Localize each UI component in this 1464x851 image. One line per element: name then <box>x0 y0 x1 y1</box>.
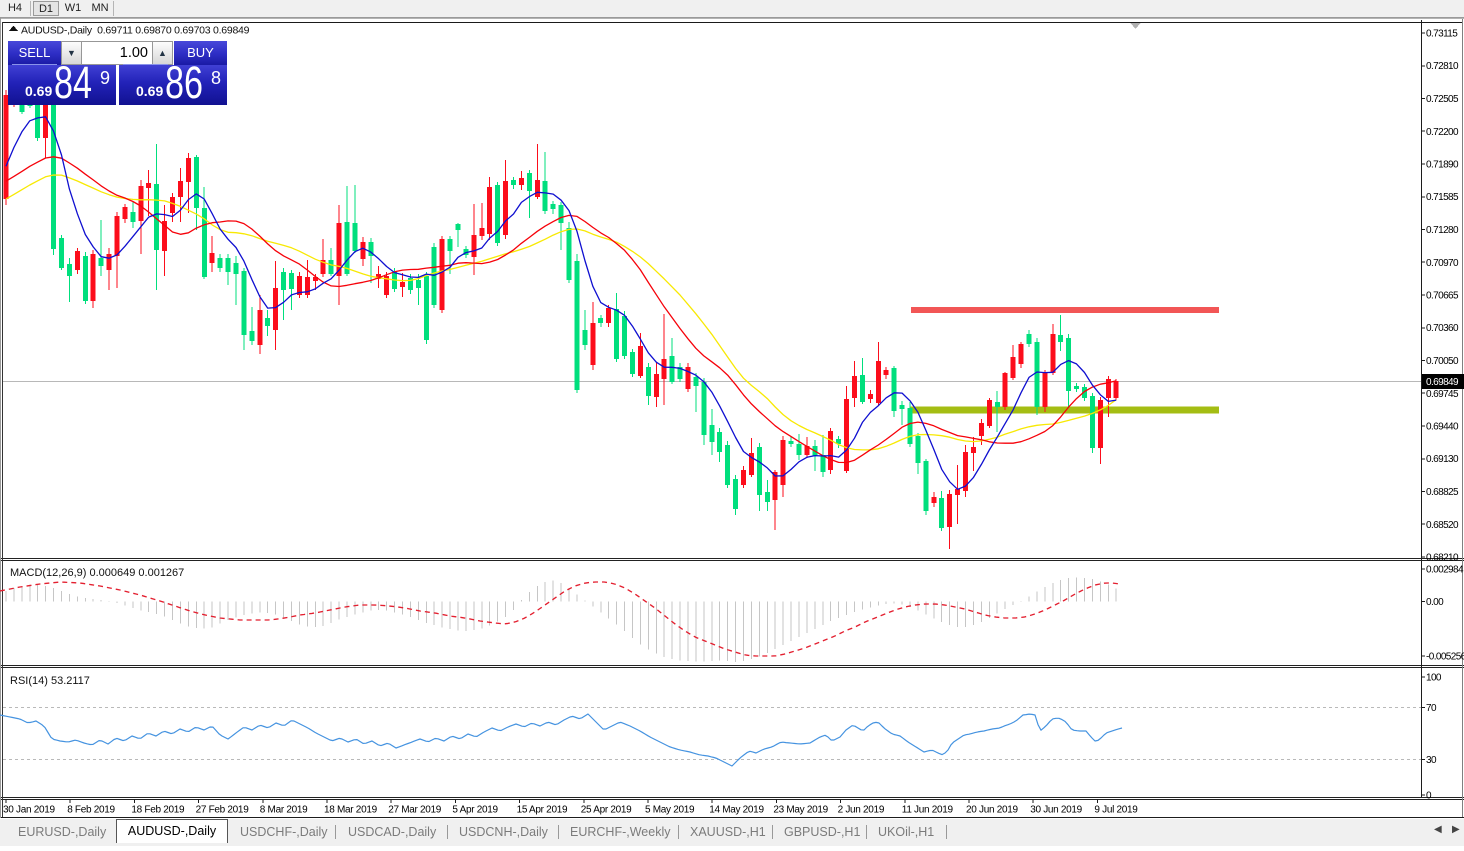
svg-text:0.68520: 0.68520 <box>1426 520 1459 531</box>
svg-text:0.00: 0.00 <box>1426 597 1444 608</box>
svg-text:20 Jun 2019: 20 Jun 2019 <box>966 805 1018 816</box>
svg-text:0.69849: 0.69849 <box>1426 377 1459 388</box>
svg-text:70: 70 <box>1426 703 1437 714</box>
svg-text:0.73115: 0.73115 <box>1426 29 1458 40</box>
svg-text:8 Mar 2019: 8 Mar 2019 <box>260 805 308 816</box>
svg-text:5 Apr 2019: 5 Apr 2019 <box>452 805 498 816</box>
svg-text:15 Apr 2019: 15 Apr 2019 <box>517 805 568 816</box>
svg-text:11 Jun 2019: 11 Jun 2019 <box>902 805 954 816</box>
svg-text:0.71890: 0.71890 <box>1426 160 1459 171</box>
svg-text:0.68825: 0.68825 <box>1426 487 1459 498</box>
svg-text:23 May 2019: 23 May 2019 <box>773 805 828 816</box>
svg-text:-0.005256: -0.005256 <box>1426 652 1464 663</box>
svg-text:0.68210: 0.68210 <box>1426 553 1459 564</box>
svg-text:AUDUSD-,Daily 0.69711 0.69870: AUDUSD-,Daily 0.69711 0.69870 0.69703 0.… <box>21 25 250 37</box>
svg-text:14 May 2019: 14 May 2019 <box>709 805 764 816</box>
svg-text:0.69745: 0.69745 <box>1426 389 1459 400</box>
svg-text:0.70970: 0.70970 <box>1426 258 1459 269</box>
svg-text:0: 0 <box>1426 791 1432 802</box>
svg-text:0.69130: 0.69130 <box>1426 454 1459 465</box>
svg-text:30 Jan 2019: 30 Jan 2019 <box>3 805 55 816</box>
svg-text:0.70360: 0.70360 <box>1426 323 1459 334</box>
svg-text:RSI(14) 53.2117: RSI(14) 53.2117 <box>10 675 90 687</box>
svg-text:9 Jul 2019: 9 Jul 2019 <box>1094 805 1138 816</box>
svg-text:0.71585: 0.71585 <box>1426 192 1459 203</box>
svg-text:0.72505: 0.72505 <box>1426 94 1459 105</box>
svg-text:0.002984: 0.002984 <box>1426 565 1464 576</box>
svg-text:8 Feb 2019: 8 Feb 2019 <box>67 805 115 816</box>
svg-text:25 Apr 2019: 25 Apr 2019 <box>581 805 632 816</box>
svg-text:30: 30 <box>1426 755 1437 766</box>
svg-text:0.69440: 0.69440 <box>1426 422 1459 433</box>
svg-text:18 Mar 2019: 18 Mar 2019 <box>324 805 378 816</box>
svg-text:27 Mar 2019: 27 Mar 2019 <box>388 805 442 816</box>
svg-text:100: 100 <box>1426 673 1442 684</box>
svg-text:0.72810: 0.72810 <box>1426 61 1459 72</box>
svg-text:0.70050: 0.70050 <box>1426 356 1459 367</box>
svg-text:30 Jun 2019: 30 Jun 2019 <box>1030 805 1082 816</box>
svg-text:27 Feb 2019: 27 Feb 2019 <box>196 805 250 816</box>
svg-text:MACD(12,26,9) 0.000649 0.00126: MACD(12,26,9) 0.000649 0.001267 <box>10 567 184 579</box>
svg-text:5 May 2019: 5 May 2019 <box>645 805 695 816</box>
svg-text:0.72200: 0.72200 <box>1426 127 1459 138</box>
svg-text:2 Jun 2019: 2 Jun 2019 <box>838 805 885 816</box>
svg-text:0.70665: 0.70665 <box>1426 291 1459 302</box>
svg-text:18 Feb 2019: 18 Feb 2019 <box>131 805 185 816</box>
svg-text:0.71280: 0.71280 <box>1426 225 1459 236</box>
